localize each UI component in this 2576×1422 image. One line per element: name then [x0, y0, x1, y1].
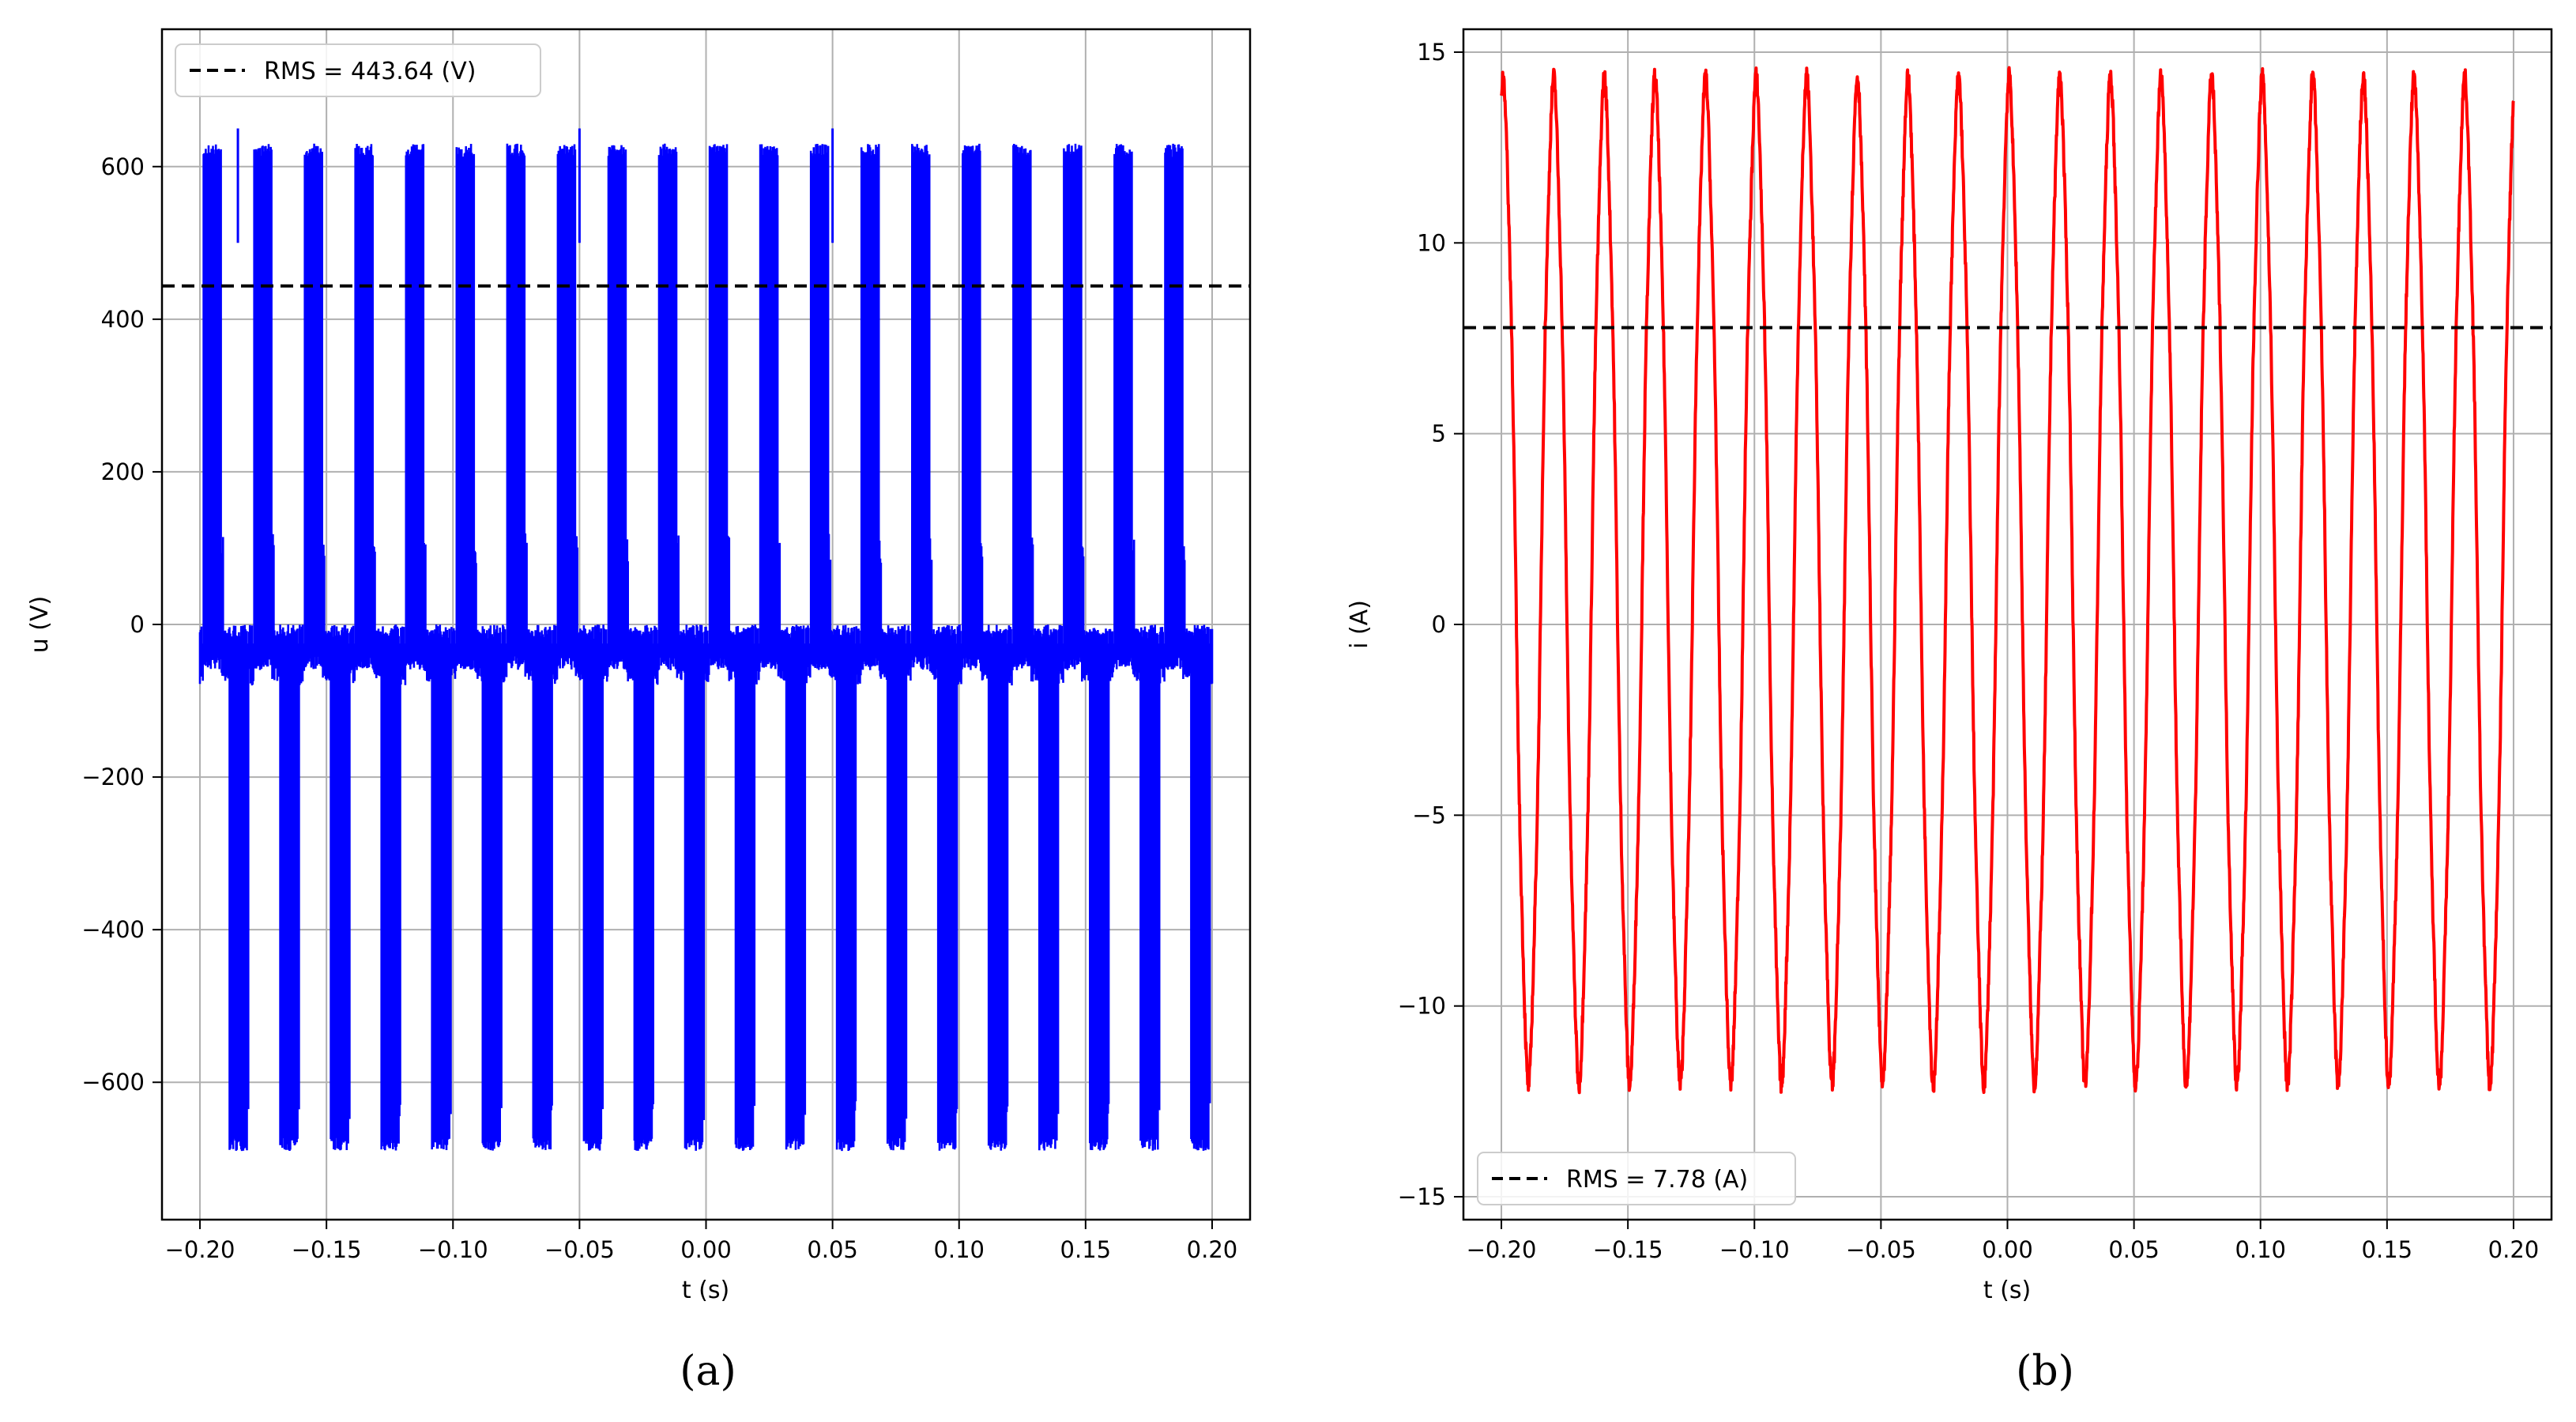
y-tick-label: 0: [1432, 611, 1446, 638]
x-tick-label: −0.10: [1719, 1236, 1790, 1263]
x-tick-label: 0.20: [1187, 1236, 1238, 1263]
y-tick-label: −200: [81, 764, 145, 790]
voltage-ticks: −0.20 −0.15 −0.10 −0.05 0.00 0.05 0.10 0.15 0.20…: [81, 153, 1237, 1263]
y-tick-label: 10: [1417, 229, 1446, 256]
y-tick-label: −400: [81, 916, 145, 943]
current-legend: RMS = 7.78 (A): [1477, 1152, 1796, 1205]
x-tick-label: −0.20: [165, 1236, 235, 1263]
x-tick-label: 0.10: [933, 1236, 985, 1263]
y-tick-label: −5: [1412, 802, 1446, 828]
voltage-legend: RMS = 443.64 (V): [175, 43, 541, 97]
x-tick-label: 0.05: [807, 1236, 858, 1263]
y-tick-label: −10: [1398, 993, 1446, 1020]
panel-label-b: (b): [2016, 1348, 2074, 1395]
current-legend-label: RMS = 7.78 (A): [1566, 1166, 1748, 1194]
y-tick-label: 0: [130, 611, 145, 638]
x-tick-label: 0.10: [2235, 1236, 2286, 1263]
y-tick-label: −600: [81, 1069, 145, 1096]
voltage-series: [198, 128, 1214, 1152]
current-ticks: −0.20 −0.15 −0.10 −0.05 0.00 0.05 0.10 0.15 0.20…: [1398, 39, 2539, 1263]
y-tick-label: 600: [101, 153, 145, 180]
voltage-legend-box: [175, 43, 541, 97]
voltage-chart: −0.20 −0.15 −0.10 −0.05 0.00 0.05 0.10 0.15 0.20…: [26, 28, 1252, 1395]
x-tick-label: 0.00: [680, 1236, 732, 1263]
current-grid: [1463, 29, 2552, 1220]
y-tick-label: 5: [1432, 421, 1446, 447]
current-legend-box: [1477, 1152, 1796, 1205]
current-x-axis-title: t (s): [1983, 1277, 2031, 1304]
voltage-legend-label: RMS = 443.64 (V): [264, 58, 476, 85]
current-waveform: [1500, 66, 2515, 1095]
x-tick-label: −0.15: [1593, 1236, 1663, 1263]
voltage-y-axis-title: u (V): [26, 596, 54, 653]
y-tick-label: 400: [101, 306, 145, 333]
x-tick-label: −0.10: [418, 1236, 488, 1263]
voltage-x-axis-title: t (s): [682, 1277, 729, 1304]
x-tick-label: −0.20: [1467, 1236, 1537, 1263]
current-series: [1500, 66, 2515, 1095]
current-y-axis-title: i (A): [1346, 600, 1373, 649]
x-tick-label: 0.15: [1060, 1236, 1112, 1263]
x-tick-label: 0.05: [2108, 1236, 2160, 1263]
voltage-waveform: [198, 143, 1214, 1152]
x-tick-label: 0.15: [2362, 1236, 2413, 1263]
y-tick-label: 200: [101, 458, 145, 485]
current-chart: −0.20 −0.15 −0.10 −0.05 0.00 0.05 0.10 0.15 0.20…: [1346, 28, 2553, 1395]
x-tick-label: −0.15: [292, 1236, 362, 1263]
x-tick-label: 0.20: [2488, 1236, 2540, 1263]
y-tick-label: 15: [1417, 39, 1446, 66]
x-tick-label: −0.05: [544, 1236, 615, 1263]
y-tick-label: −15: [1398, 1183, 1446, 1210]
x-tick-label: −0.05: [1846, 1236, 1916, 1263]
x-tick-label: 0.00: [1982, 1236, 2033, 1263]
panel-label-a: (a): [680, 1348, 736, 1395]
